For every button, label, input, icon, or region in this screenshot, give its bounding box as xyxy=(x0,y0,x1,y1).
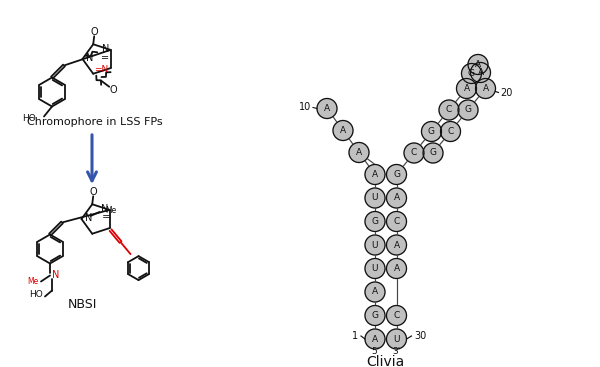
Text: A: A xyxy=(324,104,330,113)
Text: A: A xyxy=(372,287,378,297)
Text: G: G xyxy=(393,170,400,179)
Text: N: N xyxy=(101,204,109,214)
Text: 5': 5' xyxy=(371,346,379,356)
Text: A: A xyxy=(394,193,400,203)
Circle shape xyxy=(423,143,443,163)
Text: Me: Me xyxy=(27,277,38,286)
Text: A: A xyxy=(482,84,488,93)
Circle shape xyxy=(476,79,496,98)
Text: G: G xyxy=(428,127,435,136)
Circle shape xyxy=(439,100,459,120)
Text: C: C xyxy=(411,149,417,157)
Text: C: C xyxy=(394,311,400,320)
Text: N: N xyxy=(52,270,59,280)
Text: =N: =N xyxy=(94,65,109,74)
Text: 20: 20 xyxy=(500,88,513,98)
Text: 1: 1 xyxy=(352,331,358,341)
Circle shape xyxy=(457,79,476,98)
Text: A: A xyxy=(478,68,484,77)
Text: C: C xyxy=(448,127,454,136)
Text: N: N xyxy=(102,44,110,54)
Text: U: U xyxy=(372,240,378,250)
Circle shape xyxy=(365,235,385,255)
Text: C: C xyxy=(446,105,452,115)
Text: O: O xyxy=(91,27,98,37)
Text: A: A xyxy=(372,170,378,179)
Text: A: A xyxy=(394,240,400,250)
Text: A: A xyxy=(372,334,378,344)
Circle shape xyxy=(333,120,353,141)
Circle shape xyxy=(386,258,407,279)
Circle shape xyxy=(440,121,461,142)
Text: 30: 30 xyxy=(415,331,427,341)
Circle shape xyxy=(468,55,488,75)
Circle shape xyxy=(365,282,385,302)
Text: NBSI: NBSI xyxy=(67,298,97,312)
Circle shape xyxy=(386,235,407,255)
Text: N: N xyxy=(86,53,94,63)
Text: N: N xyxy=(86,213,93,223)
Text: 3': 3' xyxy=(392,346,401,356)
Circle shape xyxy=(365,258,385,279)
Text: A: A xyxy=(394,264,400,273)
Text: O: O xyxy=(109,85,117,95)
Circle shape xyxy=(386,305,407,326)
Text: HO: HO xyxy=(29,290,43,299)
Text: A: A xyxy=(340,126,346,135)
Text: G: G xyxy=(430,149,437,157)
Circle shape xyxy=(365,305,385,326)
Text: G: G xyxy=(371,311,379,320)
Text: C: C xyxy=(394,217,400,226)
Text: G: G xyxy=(371,217,379,226)
Circle shape xyxy=(461,63,482,84)
Text: A: A xyxy=(475,60,481,69)
Text: Me: Me xyxy=(106,207,117,215)
Circle shape xyxy=(365,164,385,185)
Text: Chromophore in LSS FPs: Chromophore in LSS FPs xyxy=(27,117,163,127)
Circle shape xyxy=(470,62,491,83)
Circle shape xyxy=(349,142,369,163)
Text: U: U xyxy=(393,334,400,344)
Text: U: U xyxy=(372,193,378,203)
Circle shape xyxy=(365,329,385,349)
Circle shape xyxy=(365,188,385,208)
Circle shape xyxy=(386,164,407,185)
Circle shape xyxy=(458,100,478,120)
Text: 10: 10 xyxy=(299,102,311,113)
Text: U: U xyxy=(372,264,378,273)
Circle shape xyxy=(386,211,407,232)
Circle shape xyxy=(404,143,424,163)
Text: =: = xyxy=(101,53,110,63)
Circle shape xyxy=(386,329,407,349)
Circle shape xyxy=(421,121,442,142)
Circle shape xyxy=(365,211,385,232)
Text: A: A xyxy=(463,84,470,93)
Circle shape xyxy=(317,98,337,119)
Text: G: G xyxy=(464,105,472,115)
Circle shape xyxy=(386,188,407,208)
Text: =: = xyxy=(102,212,111,222)
Text: O: O xyxy=(89,187,97,197)
Text: A: A xyxy=(356,148,362,157)
Text: G: G xyxy=(468,69,475,78)
Text: HO: HO xyxy=(22,114,36,123)
Text: Clivia: Clivia xyxy=(366,355,404,367)
